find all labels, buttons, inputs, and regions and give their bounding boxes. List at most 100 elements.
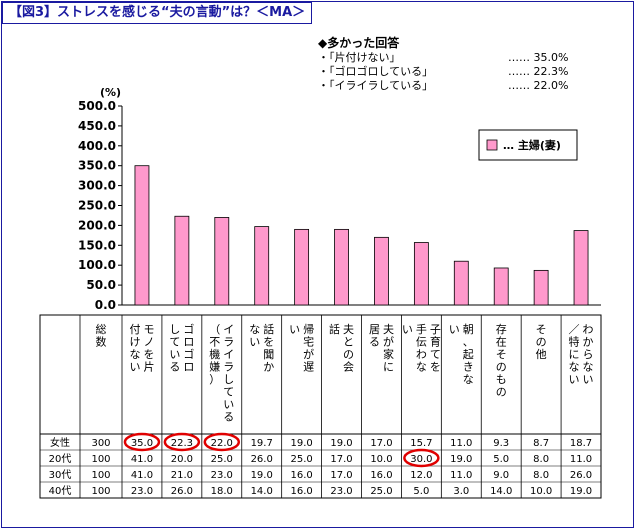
table-cell: 25.0 (370, 486, 392, 497)
summary-item-value: …… 35.0% (508, 51, 569, 64)
table-header-label: 子育てを手伝わない (402, 322, 441, 374)
table-cell: 16.0 (370, 470, 392, 481)
table-cell: 41.0 (131, 470, 153, 481)
summary-item-value: …… 22.0% (508, 79, 569, 92)
table-row-label: 20代 (49, 453, 72, 465)
bar (493, 267, 509, 306)
table-cell: 18.0 (211, 486, 233, 497)
bar (134, 165, 150, 306)
y-tick-label: 300.0 (78, 179, 116, 193)
table-cell: 41.0 (131, 454, 153, 465)
table-cell: 9.0 (493, 470, 509, 481)
y-tick-label: 250.0 (78, 199, 116, 213)
table-cell: 14.0 (251, 486, 273, 497)
table-row-label: 30代 (49, 469, 72, 481)
table-cell: 11.0 (450, 438, 472, 449)
y-tick-label: 100.0 (78, 258, 116, 272)
bar (573, 230, 589, 306)
y-tick-label: 50.0 (86, 278, 116, 292)
table-cell: 19.0 (330, 438, 352, 449)
table-cell: 26.0 (570, 470, 592, 481)
table-cell: 15.7 (410, 438, 432, 449)
bar (453, 260, 469, 306)
highlight-circle (403, 448, 440, 468)
y-tick-label: 450.0 (78, 119, 116, 133)
table-cell: 8.0 (533, 454, 549, 465)
summary-item-value: …… 22.3% (508, 65, 569, 78)
table-cell: 12.0 (410, 470, 432, 481)
table-cell: 22.3 (171, 438, 193, 449)
summary-item: ・「イライラしている」 …… 22.0% (318, 79, 618, 93)
table-header-label: 夫との会話 (329, 322, 354, 374)
table-header-label: ゴロゴロしている (169, 322, 194, 374)
table-row-label: 40代 (49, 485, 72, 497)
table-header-label: イライラしている（不機嫌） (209, 323, 234, 424)
y-tick-label: 150.0 (78, 238, 116, 252)
table-row-label: 女性 (50, 436, 70, 449)
summary-heading: ◆多かった回答 (318, 36, 400, 50)
table-cell: 8.0 (533, 470, 549, 481)
figure-title: 【図3】ストレスを感じる“夫の言動”は？＜MA＞ (2, 2, 313, 24)
bar (413, 242, 429, 306)
table-cell: 25.0 (290, 454, 312, 465)
table-cell: 5.0 (493, 454, 509, 465)
table-cell: 17.0 (330, 454, 352, 465)
bar (374, 236, 389, 306)
bar (254, 226, 270, 306)
bar (294, 228, 310, 306)
table-cell: 17.0 (370, 438, 392, 449)
table-header-label: 夫が家に居る (369, 323, 394, 374)
table-cell: 21.0 (171, 470, 193, 481)
table-cell: 23.0 (211, 470, 233, 481)
table-cell: 10.0 (530, 486, 552, 497)
table-cell: 8.7 (533, 438, 549, 449)
table-cell: 11.0 (450, 470, 472, 481)
table-cell: 22.0 (211, 438, 233, 449)
table-cell: 19.0 (290, 438, 312, 449)
table-cell: 26.0 (251, 454, 273, 465)
table-header-label: モノを片付けない (129, 323, 154, 374)
table-cell: 9.3 (493, 438, 509, 449)
summary-box: ◆多かった回答 ・「片付けない」 …… 35.0% ・「ゴロゴロしている」 ……… (318, 36, 618, 93)
y-tick-label: 200.0 (78, 218, 116, 232)
y-tick-label: 500.0 (78, 99, 116, 113)
table-cell: 19.0 (570, 486, 592, 497)
y-tick-label: 0.0 (95, 298, 116, 312)
table-header-label: 帰宅が遅い (289, 323, 314, 374)
table-cell: 26.0 (171, 486, 193, 497)
table-cell: 30.0 (410, 454, 432, 465)
table-header-label: 総数 (96, 322, 107, 349)
bar (214, 217, 230, 306)
table-cell: 23.0 (131, 486, 153, 497)
table-cell: 300 (91, 438, 110, 449)
bar (174, 215, 190, 306)
y-tick-label: 350.0 (78, 159, 116, 173)
table-header-label: 話を聞かない (249, 322, 274, 374)
summary-item-label: ・「ゴロゴロしている」 (318, 65, 434, 78)
table-cell: 100 (91, 470, 110, 481)
table-cell: 35.0 (131, 438, 153, 449)
y-axis-label: (%) (100, 86, 121, 99)
table-cell: 100 (91, 454, 110, 465)
table-border (39, 314, 602, 499)
table-cell: 23.0 (330, 486, 352, 497)
table-header-label: 存在そのもの (496, 322, 507, 399)
y-tick-label: 400.0 (78, 139, 116, 153)
table-header-label: その他 (536, 323, 547, 361)
table-cell: 18.7 (570, 438, 592, 449)
bar (533, 269, 549, 306)
table-cell: 100 (91, 486, 110, 497)
table-cell: 14.0 (490, 486, 512, 497)
table-cell: 25.0 (211, 454, 233, 465)
table-cell: 11.0 (570, 454, 592, 465)
highlight-circle (163, 432, 201, 452)
table-cell: 10.0 (370, 454, 392, 465)
table-cell: 19.0 (450, 454, 472, 465)
highlight-circle (123, 432, 161, 452)
table-cell: 16.0 (290, 486, 312, 497)
table-header-label: 朝、起きない (449, 323, 474, 386)
table-header-label: わからない／特にない (569, 323, 594, 386)
table-cell: 19.0 (251, 470, 273, 481)
